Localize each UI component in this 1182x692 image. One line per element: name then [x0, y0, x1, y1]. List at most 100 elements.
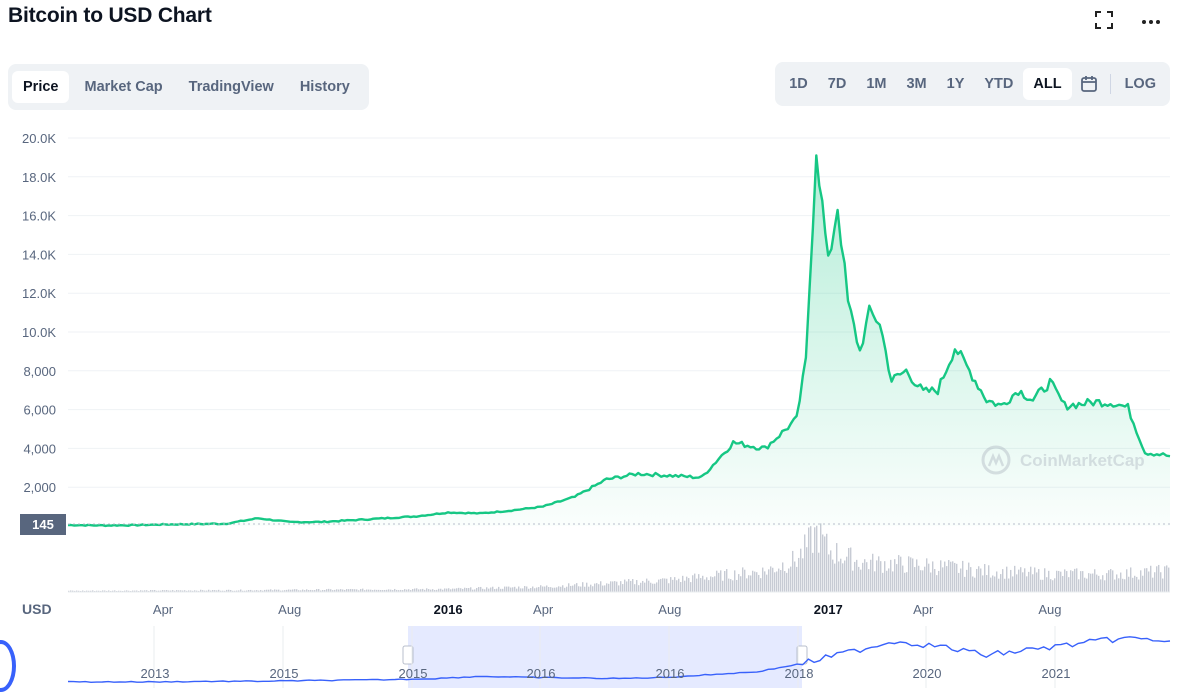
- volume-bar: [170, 590, 172, 592]
- volume-bar: [186, 590, 188, 592]
- volume-bar: [536, 587, 538, 592]
- volume-bar: [344, 589, 346, 592]
- volume-bar: [654, 583, 656, 592]
- volume-bar: [614, 581, 616, 592]
- volume-bar: [680, 582, 682, 592]
- range-1y-button[interactable]: 1Y: [946, 76, 965, 92]
- navigator-tick-label: 2015: [399, 666, 428, 681]
- volume-bar: [218, 589, 220, 592]
- volume-bar: [486, 587, 488, 592]
- volume-bar: [660, 578, 662, 592]
- volume-bar: [458, 587, 460, 592]
- volume-bar: [182, 590, 184, 592]
- log-scale-button[interactable]: LOG: [1124, 76, 1156, 92]
- range-1m-button[interactable]: 1M: [866, 76, 887, 92]
- volume-bar: [972, 576, 974, 592]
- calendar-icon[interactable]: [1072, 75, 1106, 93]
- volume-bar: [100, 590, 102, 592]
- volume-bar: [1120, 572, 1122, 592]
- volume-bar: [786, 572, 788, 592]
- volume-bar: [408, 589, 410, 592]
- tab-tradingview[interactable]: TradingView: [188, 79, 274, 95]
- volume-bar: [896, 564, 898, 592]
- tab-market-cap[interactable]: Market Cap: [84, 79, 163, 95]
- y-tick-label: 20.0K: [22, 131, 56, 146]
- navigator-window[interactable]: [408, 626, 802, 688]
- volume-bar: [260, 590, 262, 592]
- volume-bar: [736, 579, 738, 592]
- range-ytd-button[interactable]: YTD: [984, 76, 1014, 92]
- tab-history[interactable]: History: [299, 79, 350, 95]
- volume-bar: [766, 574, 768, 592]
- navigator[interactable]: 2013 2015 2015 2016 2016 2018 2020 2021: [67, 626, 1171, 688]
- volume-bar: [118, 590, 120, 592]
- volume-bar: [124, 590, 126, 592]
- volume-bar: [858, 566, 860, 592]
- volume-bar: [1038, 569, 1040, 592]
- volume-bar: [468, 588, 470, 592]
- volume-bar: [856, 559, 858, 592]
- volume-bar: [220, 590, 222, 592]
- volume-bar: [584, 586, 586, 592]
- volume-bar: [960, 568, 962, 592]
- volume-bar: [648, 580, 650, 592]
- volume-bar: [504, 586, 506, 592]
- volume-bar: [1000, 574, 1002, 592]
- volume-bar: [800, 548, 802, 592]
- volume-bar: [256, 590, 258, 592]
- volume-bar: [600, 581, 602, 592]
- volume-bar: [976, 568, 978, 592]
- volume-bar: [432, 589, 434, 592]
- volume-bar: [742, 567, 744, 592]
- volume-bar: [1156, 566, 1158, 592]
- volume-bar: [578, 586, 580, 592]
- volume-bar: [1022, 572, 1024, 592]
- volume-bar: [726, 569, 728, 592]
- range-7d-button[interactable]: 7D: [827, 76, 847, 92]
- volume-bar: [1100, 579, 1102, 592]
- volume-bar: [358, 590, 360, 592]
- volume-bar: [632, 579, 634, 592]
- tab-price[interactable]: Price: [12, 71, 70, 103]
- volume-bar: [616, 581, 618, 592]
- volume-bar: [974, 577, 976, 592]
- volume-bar: [1164, 566, 1166, 592]
- navigator-left-handle[interactable]: [402, 645, 414, 665]
- volume-bar: [1094, 569, 1096, 592]
- volume-bar: [1140, 570, 1142, 592]
- volume-bar: [290, 589, 292, 592]
- volume-bar: [574, 584, 576, 592]
- volume-bar: [164, 590, 166, 592]
- volume-bar: [686, 576, 688, 592]
- volume-bar: [406, 589, 408, 592]
- more-dots-icon[interactable]: [1140, 10, 1162, 36]
- volume-bar: [950, 561, 952, 592]
- range-1d-button[interactable]: 1D: [789, 76, 808, 92]
- range-all-button[interactable]: ALL: [1023, 68, 1072, 100]
- volume-bar: [450, 589, 452, 592]
- volume-bar: [732, 580, 734, 592]
- volume-bar: [318, 589, 320, 592]
- volume-bar: [322, 590, 324, 592]
- volume-bar: [544, 586, 546, 592]
- volume-bar: [1064, 569, 1066, 592]
- volume-bar: [80, 590, 82, 592]
- volume-bar: [276, 589, 278, 592]
- volume-bar: [420, 589, 422, 592]
- volume-bar: [372, 590, 374, 592]
- volume-bar: [508, 586, 510, 592]
- volume-bar: [934, 568, 936, 592]
- volume-bar: [1136, 576, 1138, 592]
- volume-bar: [772, 567, 774, 592]
- volume-bar: [706, 577, 708, 592]
- volume-bar: [698, 574, 700, 592]
- volume-bar: [216, 590, 218, 592]
- volume-bar: [670, 577, 672, 592]
- volume-bar: [288, 589, 290, 592]
- range-3m-button[interactable]: 3M: [906, 76, 927, 92]
- expand-icon[interactable]: [1094, 10, 1114, 36]
- volume-bar: [390, 589, 392, 592]
- volume-bar: [534, 588, 536, 592]
- volume-bar: [380, 590, 382, 592]
- volume-bar: [964, 576, 966, 592]
